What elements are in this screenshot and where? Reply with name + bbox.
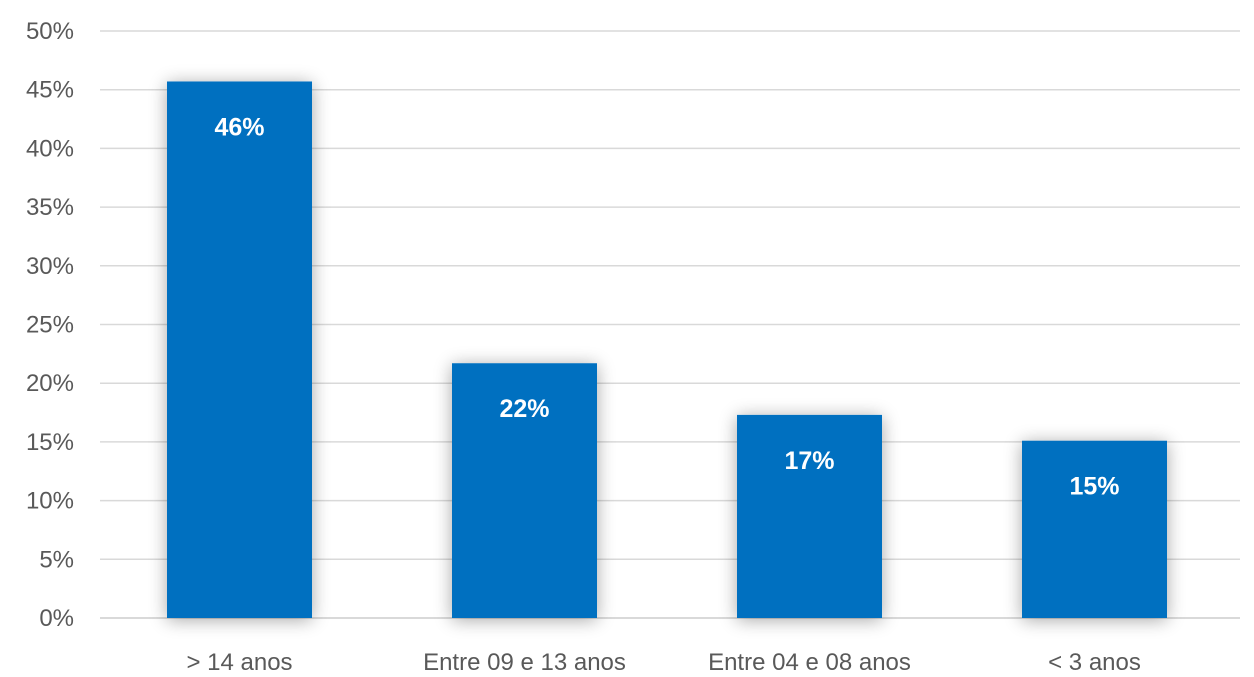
y-tick-label: 45% [26, 77, 74, 104]
y-tick-label: 50% [26, 18, 74, 45]
x-category-label: > 14 anos [186, 649, 292, 676]
y-tick-label: 35% [26, 194, 74, 221]
x-category-label: Entre 04 e 08 anos [708, 649, 911, 676]
bar [1022, 440, 1167, 618]
y-tick-label: 20% [26, 370, 74, 397]
x-axis-category-labels: > 14 anos Entre 09 e 13 anos Entre 04 e 08… [186, 649, 1140, 676]
bar-data-label: 17% [784, 447, 834, 475]
bar [452, 363, 597, 618]
bars: 46% 22% 17% 15% [167, 81, 1167, 619]
bar-data-label: 46% [214, 113, 264, 141]
y-tick-label: 40% [26, 135, 74, 162]
bar-data-label: 15% [1069, 473, 1119, 501]
bar [737, 414, 882, 618]
x-category-label: < 3 anos [1048, 649, 1141, 676]
y-tick-label: 5% [39, 546, 74, 573]
y-tick-label: 10% [26, 488, 74, 515]
y-tick-label: 25% [26, 312, 74, 339]
y-tick-label: 0% [39, 605, 74, 632]
y-tick-label: 30% [26, 253, 74, 280]
bar-data-label: 22% [499, 395, 549, 423]
y-axis-tick-labels: 0% 5% 10% 15% 20% 25% 30% 35% 40% 45% 50% [26, 18, 74, 632]
bar [167, 81, 312, 619]
y-tick-label: 15% [26, 429, 74, 456]
x-category-label: Entre 09 e 13 anos [423, 649, 626, 676]
